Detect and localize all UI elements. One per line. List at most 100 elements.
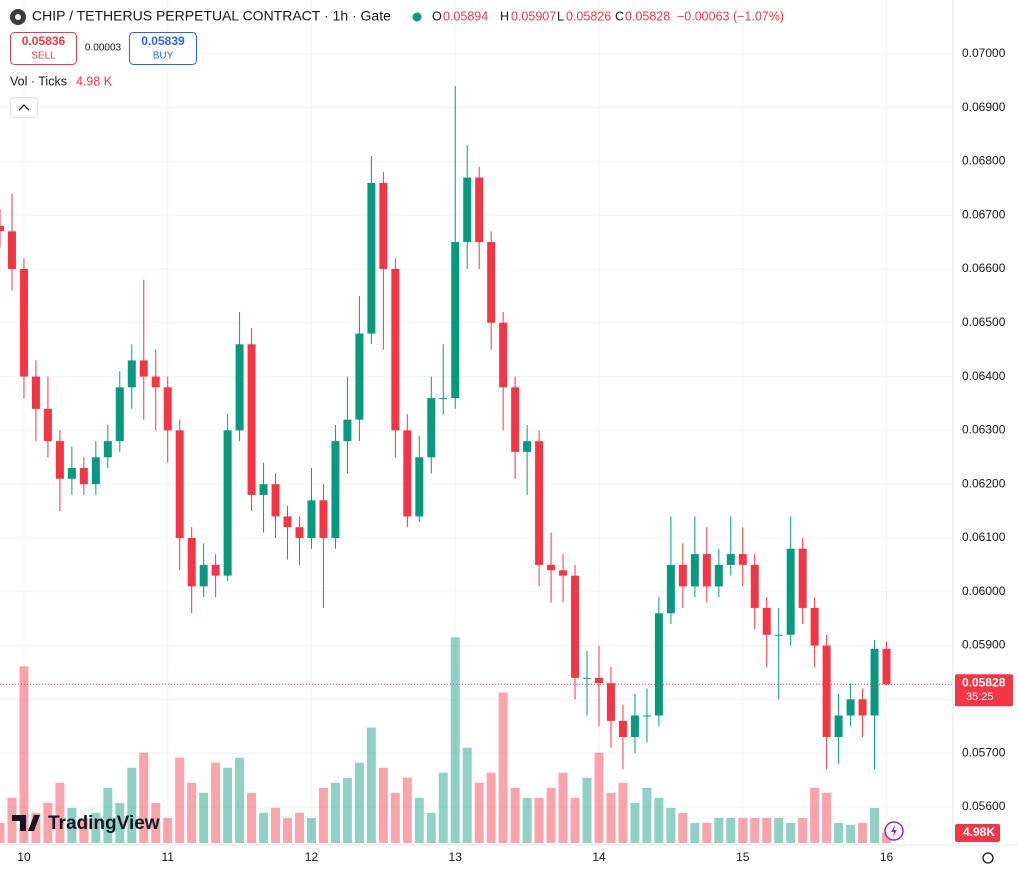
candle-body (7, 231, 16, 269)
volume-bar (318, 787, 328, 843)
symbol-title: CHIP / TETHERUS PERPETUAL CONTRACT · 1h … (32, 8, 391, 24)
candle-body (295, 527, 304, 538)
countdown: 35:25 (966, 691, 994, 703)
candle-body (103, 441, 112, 458)
buy-button[interactable] (129, 32, 197, 65)
last-price-label: 0.05828 (962, 675, 1006, 689)
candle-body (714, 564, 723, 587)
collapse-icon (18, 104, 30, 111)
candle-body (415, 457, 424, 517)
volume-bar (139, 752, 149, 843)
candle-body (571, 575, 580, 678)
candle-body (870, 648, 879, 716)
volume-bar (642, 787, 652, 843)
buy-label: BUY (153, 51, 174, 62)
volume-bar (882, 832, 892, 843)
candle-body (307, 500, 316, 538)
volume-bar (714, 817, 724, 843)
candle-body (391, 268, 400, 431)
market-status (412, 12, 422, 22)
y-tick-label: 0.05900 (962, 638, 1006, 652)
volume-bar (462, 747, 472, 843)
buy-price: 0.05839 (141, 34, 185, 48)
volume-bar (414, 797, 424, 843)
volume-bar (402, 777, 412, 843)
candle-body (654, 613, 663, 716)
candle-body (606, 683, 615, 721)
candle-body (786, 548, 795, 635)
candle-body (19, 268, 28, 377)
candle-body (127, 360, 136, 388)
candle-body (451, 242, 460, 399)
volume-bar (798, 817, 808, 843)
volume-bar (271, 807, 281, 843)
volume-bar (211, 762, 221, 843)
candle-body (762, 607, 771, 635)
volume-bar (175, 757, 185, 843)
y-tick-label: 0.06400 (962, 369, 1006, 383)
volume-bar (498, 692, 508, 843)
candle-body (547, 564, 556, 571)
candle-body (834, 715, 843, 738)
volume-bar (91, 812, 101, 843)
volume-bar (474, 782, 484, 843)
x-tick-label: 12 (305, 850, 319, 864)
candle-body (331, 441, 340, 538)
sell-button[interactable] (10, 32, 77, 65)
volume-bar (510, 787, 520, 843)
candle-body (630, 715, 639, 738)
candle-body (487, 242, 496, 323)
candle-body (595, 677, 603, 684)
candle-body (223, 430, 232, 576)
ohlc-value: 0.05826 (566, 9, 611, 23)
volume-bar (786, 822, 796, 843)
y-tick-label: 0.06500 (962, 315, 1006, 329)
volume-bar (750, 817, 760, 843)
ohlc-value: 0.05828 (625, 9, 670, 23)
volume-bar (223, 767, 233, 843)
candle-body (463, 177, 472, 243)
volume-bar (846, 825, 856, 843)
candle-body (379, 182, 388, 269)
candle-body (91, 457, 100, 485)
candle-body (139, 360, 148, 377)
candle-body (319, 500, 328, 538)
volume-value: 4.98 K (76, 74, 113, 88)
candle-body (535, 441, 544, 565)
volume-bar (666, 807, 676, 843)
candle-body (43, 408, 52, 442)
volume-bar (834, 822, 844, 843)
candle-body (559, 570, 568, 576)
y-tick-label: 0.06900 (962, 100, 1006, 114)
x-tick-label: 13 (449, 850, 463, 864)
candle-body (115, 387, 124, 442)
y-tick-label: 0.06800 (962, 154, 1006, 168)
collapse-button[interactable] (10, 97, 38, 118)
candle-body (187, 537, 196, 587)
volume-bar (283, 817, 293, 843)
volume-bar (151, 802, 161, 843)
settings-button[interactable] (982, 852, 994, 864)
ohlc-letter: L (557, 9, 564, 23)
y-tick-label: 0.05600 (962, 799, 1006, 813)
volume-bar (534, 797, 544, 843)
volume-bar (774, 817, 784, 843)
volume-bar (522, 797, 532, 843)
candle-body (499, 322, 508, 388)
candle-body (678, 564, 687, 587)
y-tick-label: 0.06600 (962, 261, 1006, 275)
volume-bar (486, 772, 496, 843)
ohlc-letter: C (615, 9, 624, 23)
volume-bar (79, 817, 89, 843)
candle-body (235, 344, 244, 431)
candle-body (211, 564, 220, 576)
candle-body (367, 182, 376, 334)
volume-bar (870, 807, 880, 843)
volume-bar (630, 802, 640, 843)
volume-bar (858, 822, 868, 843)
candle-body (583, 677, 592, 679)
volume-bar (199, 792, 209, 843)
volume-bar (43, 802, 53, 843)
